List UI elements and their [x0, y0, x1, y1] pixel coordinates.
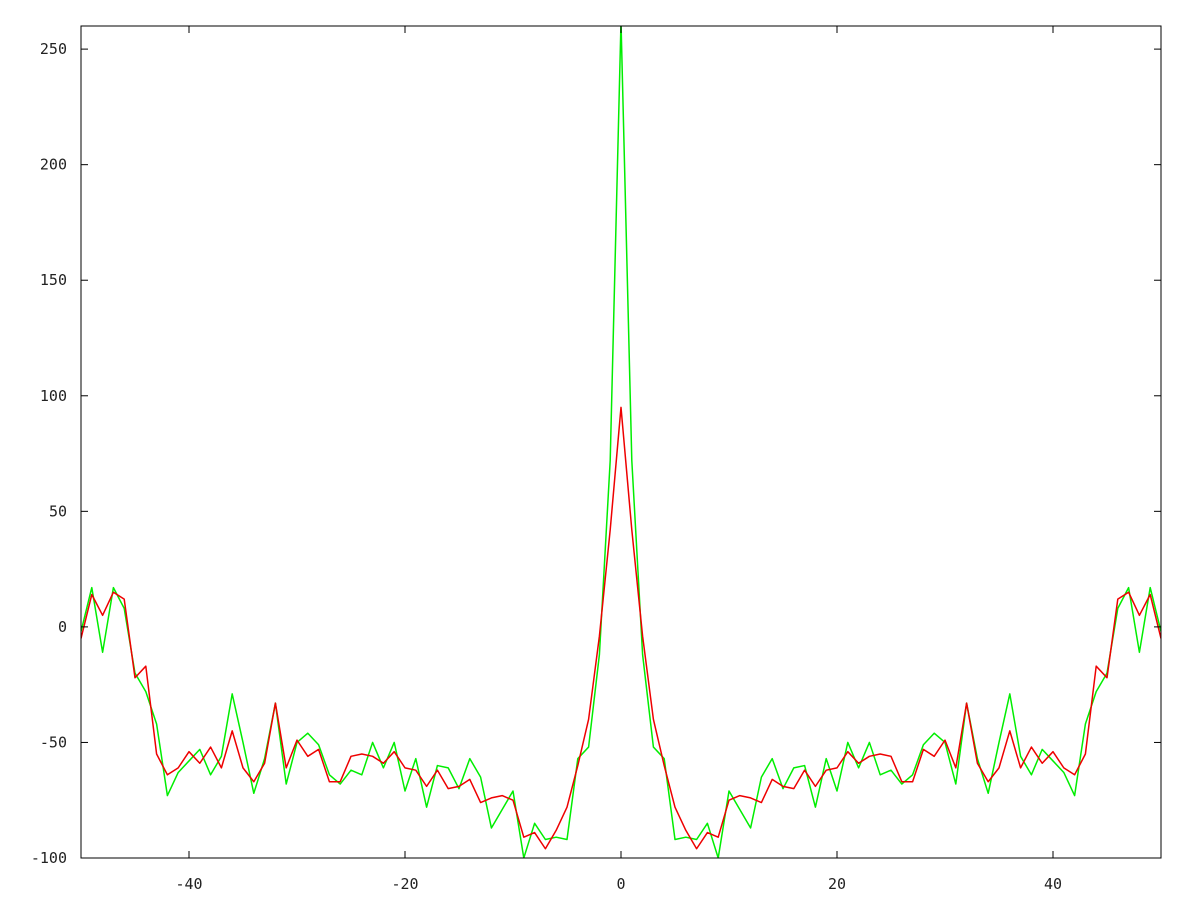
x-tick-label: -40	[175, 875, 202, 893]
x-tick-label: 0	[616, 875, 625, 893]
y-tick-label: 0	[58, 618, 67, 636]
series-line-2	[81, 406, 1161, 850]
series-layer	[81, 26, 1161, 858]
y-tick-label: 100	[40, 387, 67, 405]
y-tick-label: 150	[40, 271, 67, 289]
y-tick-label: -100	[31, 849, 67, 867]
y-tick-label: -50	[40, 733, 67, 751]
tick-labels-layer: -40 -20 0 20 40 -100 -50 0 50 100 150 200 250	[31, 40, 1062, 893]
y-tick-label: 250	[40, 40, 67, 58]
x-tick-label: 40	[1044, 875, 1062, 893]
ticks-layer	[81, 26, 1161, 859]
x-tick-label: -20	[391, 875, 418, 893]
x-tick-label: 20	[828, 875, 846, 893]
plot-frame	[80, 25, 1162, 859]
y-tick-label: 50	[49, 502, 67, 520]
y-tick-label: 200	[40, 156, 67, 174]
series-line-1	[81, 26, 1161, 858]
